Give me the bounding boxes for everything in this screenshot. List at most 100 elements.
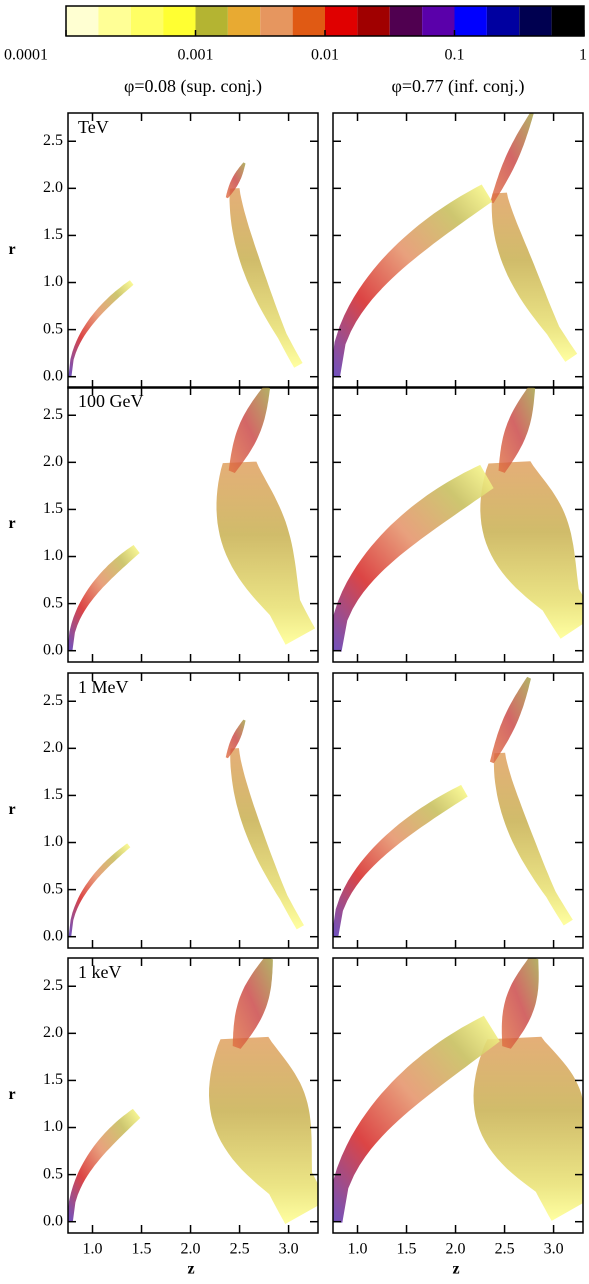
colorbar-cell bbox=[227, 6, 261, 36]
column-title: φ=0.08 (sup. conj.) bbox=[124, 76, 262, 97]
colorbar-cell bbox=[325, 6, 358, 36]
colorbar-cell bbox=[260, 6, 293, 36]
density-map bbox=[333, 676, 573, 938]
outer-shock bbox=[229, 188, 303, 368]
density-map bbox=[68, 958, 318, 1224]
y-tick-label: 2.0 bbox=[43, 453, 63, 470]
colorbar-cell bbox=[98, 6, 131, 36]
y-tick-label: 0.0 bbox=[43, 927, 63, 944]
x-tick-label: 2.0 bbox=[446, 1241, 466, 1258]
colorbar-tick-label: 0.0001 bbox=[4, 47, 48, 64]
y-tick-label: 0.5 bbox=[43, 880, 63, 897]
panel-frame bbox=[67, 672, 319, 949]
x-tick-label: 1.0 bbox=[83, 1241, 103, 1258]
outer-shock bbox=[216, 461, 316, 645]
density-map bbox=[333, 387, 583, 652]
row-label: 100 GeV bbox=[78, 391, 144, 411]
x-tick-label: 2.5 bbox=[495, 1241, 515, 1258]
x-tick-label: 3.0 bbox=[544, 1241, 564, 1258]
y-tick-label: 1.0 bbox=[43, 833, 63, 850]
panel-frame bbox=[332, 112, 584, 389]
y-tick-label: 2.5 bbox=[43, 406, 63, 423]
column-title: φ=0.77 (inf. conj.) bbox=[391, 76, 524, 97]
y-tick-label: 2.0 bbox=[43, 1024, 63, 1041]
colorbar-cell bbox=[454, 6, 487, 36]
panel-frame bbox=[332, 957, 584, 1234]
colorbar-cell bbox=[357, 6, 390, 36]
colorbar-cell bbox=[389, 6, 423, 36]
y-tick-label: 2.5 bbox=[43, 692, 63, 709]
y-axis-label: r bbox=[8, 1086, 15, 1103]
panel-frame bbox=[332, 672, 584, 949]
shock-apex bbox=[225, 719, 246, 759]
y-tick-label: 0.0 bbox=[43, 367, 63, 384]
colorbar-tick-label: 0.1 bbox=[445, 47, 465, 64]
x-tick-label: 2.0 bbox=[181, 1241, 201, 1258]
y-tick-label: 1.5 bbox=[43, 1071, 63, 1088]
y-axis-label: r bbox=[8, 801, 15, 818]
colorbar-cell bbox=[66, 6, 99, 36]
shock-apex bbox=[228, 387, 271, 473]
outer-shock bbox=[230, 748, 304, 930]
y-tick-label: 2.5 bbox=[43, 132, 63, 149]
colorbar-cell bbox=[486, 6, 520, 36]
inner-arm bbox=[68, 843, 131, 937]
y-tick-label: 0.5 bbox=[43, 594, 63, 611]
y-axis-label: r bbox=[8, 515, 15, 532]
colorbar-cell bbox=[130, 6, 164, 36]
x-tick-label: 1.5 bbox=[132, 1241, 152, 1258]
x-tick-label: 1.0 bbox=[348, 1241, 368, 1258]
panel-frame bbox=[332, 386, 584, 663]
y-axis-label: r bbox=[8, 241, 15, 258]
inner-arm bbox=[333, 184, 493, 378]
y-tick-label: 2.0 bbox=[43, 739, 63, 756]
density-map bbox=[333, 958, 583, 1223]
density-map bbox=[333, 113, 578, 378]
colorbar-cell bbox=[551, 6, 584, 36]
outer-shock bbox=[209, 1036, 318, 1224]
row-label: TeV bbox=[78, 117, 109, 137]
colorbar-tick-label: 0.01 bbox=[311, 47, 339, 64]
y-tick-label: 2.5 bbox=[43, 977, 63, 994]
shock-apex bbox=[490, 113, 534, 204]
inner-arm bbox=[333, 784, 468, 938]
y-tick-label: 1.5 bbox=[43, 786, 63, 803]
y-tick-label: 2.0 bbox=[43, 179, 63, 196]
shock-apex bbox=[225, 162, 246, 199]
colorbar-cell bbox=[163, 6, 196, 36]
outer-shock bbox=[493, 752, 573, 926]
x-tick-label: 3.0 bbox=[279, 1241, 299, 1258]
y-tick-label: 0.0 bbox=[43, 641, 63, 658]
outer-shock bbox=[473, 1036, 583, 1221]
y-tick-label: 0.5 bbox=[43, 320, 63, 337]
row-label: 1 MeV bbox=[78, 677, 129, 697]
y-tick-label: 1.0 bbox=[43, 547, 63, 564]
panel-frame bbox=[67, 957, 319, 1234]
row-label: 1 keV bbox=[78, 962, 122, 982]
density-map bbox=[68, 387, 316, 651]
panel-frame bbox=[67, 112, 319, 389]
y-tick-label: 1.5 bbox=[43, 226, 63, 243]
x-axis-label: z bbox=[452, 1261, 459, 1278]
y-tick-label: 0.5 bbox=[43, 1165, 63, 1182]
x-axis-label: z bbox=[187, 1261, 194, 1278]
inner-arm bbox=[68, 1108, 141, 1222]
inner-arm bbox=[68, 545, 140, 651]
outer-shock bbox=[491, 192, 578, 362]
density-map bbox=[68, 719, 304, 937]
y-tick-label: 0.0 bbox=[43, 1212, 63, 1229]
colorbar-tick-label: 1 bbox=[579, 47, 587, 64]
y-tick-label: 1.0 bbox=[43, 273, 63, 290]
shock-apex bbox=[232, 958, 273, 1049]
panel-frame bbox=[67, 386, 319, 663]
y-tick-label: 1.5 bbox=[43, 500, 63, 517]
colorbar-cell bbox=[519, 6, 552, 36]
colorbar-tick-label: 0.001 bbox=[178, 47, 214, 64]
x-tick-label: 1.5 bbox=[397, 1241, 417, 1258]
inner-arm bbox=[68, 280, 134, 377]
inner-arm bbox=[333, 464, 494, 652]
shock-apex bbox=[498, 387, 536, 473]
x-tick-label: 2.5 bbox=[230, 1241, 250, 1258]
density-map bbox=[68, 162, 303, 377]
